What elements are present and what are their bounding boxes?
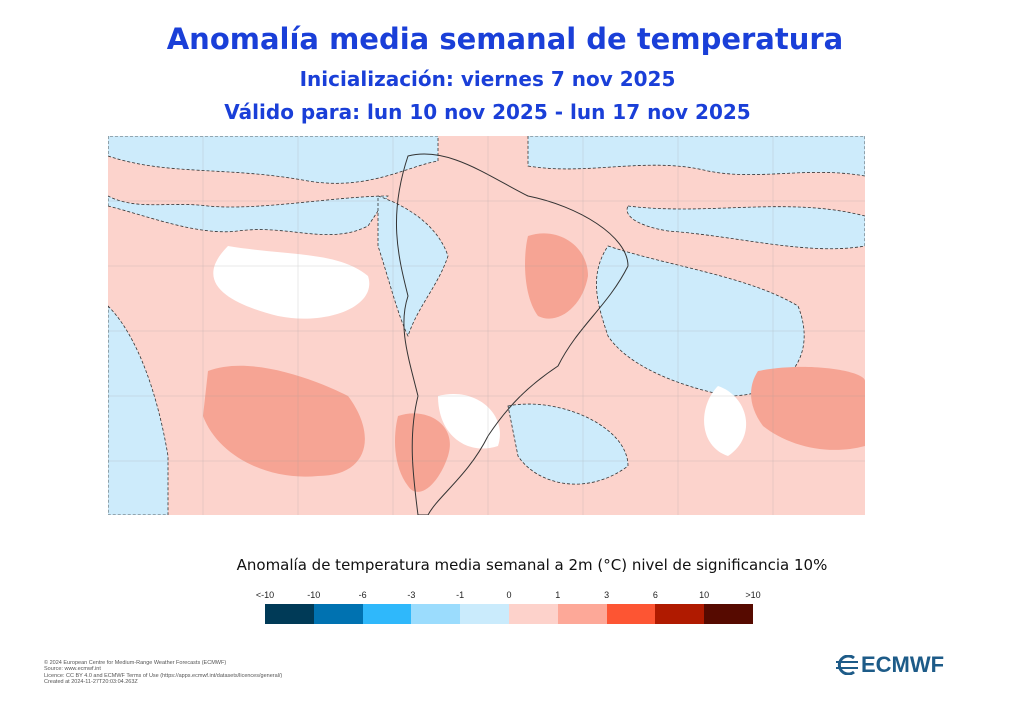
colorbar-tick-label: -1 [456,590,465,600]
footer-line: Source: www.ecmwf.int [44,666,101,673]
colorbar-tick-label: 3 [604,590,610,600]
colorbar-swatch [313,604,363,624]
colorbar-swatch [411,604,461,624]
colorbar-tick-label: -6 [358,590,367,600]
colorbar-swatch [509,604,558,624]
colorbar-tick-label: 0 [506,590,512,600]
colorbar-swatch [460,604,509,624]
footer-line: Created at 2024-11-27T20:03:04.263Z [44,679,138,686]
colorbar-tick-label: <-10 [255,590,275,600]
colorbar-tick-label: >10 [745,590,761,600]
colorbar-tick-label: -10 [307,590,321,600]
footer-credits: © 2024 European Centre for Medium-Range … [44,660,282,686]
colorbar-title: Anomalía de temperatura media semanal a … [236,556,828,574]
ecmwf-logo: ECMWF [832,652,944,678]
colorbar-swatch [362,604,412,624]
colorbar-swatch [606,604,656,624]
grid-lines [108,136,865,515]
initialization-date: Inicialización: viernes 7 nov 2025 [299,67,676,91]
colorbar-tick-label: 1 [555,590,561,600]
colorbar-swatch [704,604,753,624]
colorbar-swatch [557,604,607,624]
footer-line: © 2024 European Centre for Medium-Range … [44,660,227,666]
page-title: Anomalía media semanal de temperatura [166,22,844,56]
colorbar-tick-label: 6 [652,590,658,600]
temperature-anomaly-map [108,136,865,515]
colorbar-swatch [655,604,705,624]
footer-line: Licence: CC BY 4.0 and ECMWF Terms of Us… [44,672,283,679]
colorbar-tick-label: 10 [699,590,710,600]
colorbar-tick-label: -3 [407,590,416,600]
ecmwf-logo-text: ECMWF [861,652,945,677]
neutral-regions [213,246,747,456]
valid-period: Válido para: lun 10 nov 2025 - lun 17 no… [224,100,751,124]
warm-anomaly-regions [203,233,865,492]
ecmwf-logo-icon [836,655,858,675]
colorbar-swatch [265,604,314,624]
